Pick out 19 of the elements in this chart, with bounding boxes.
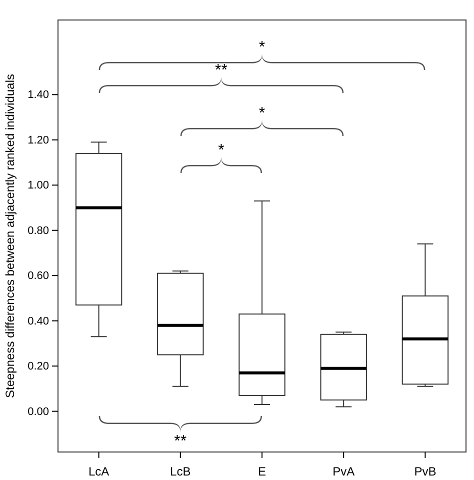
y-axis-title: Steepness differences between adjacently ranked individuals bbox=[3, 74, 17, 398]
x-tick-label: E bbox=[258, 464, 266, 478]
x-tick-label: LcA bbox=[88, 464, 110, 478]
y-tick-label: 1.40 bbox=[28, 89, 49, 102]
annotation: * bbox=[218, 142, 224, 159]
y-tick-label: 0.00 bbox=[28, 406, 49, 418]
annotation: * bbox=[258, 39, 266, 56]
x-tick-label: PvA bbox=[332, 464, 355, 478]
y-tick-label: 0.40 bbox=[28, 315, 49, 328]
y-tick-label: 1.00 bbox=[28, 180, 49, 192]
annotation: ** bbox=[174, 433, 187, 450]
y-tick-label: 0.80 bbox=[28, 224, 49, 237]
x-tick-label: LcB bbox=[170, 464, 191, 478]
y-tick-label: 1.20 bbox=[28, 134, 49, 146]
annotation: * bbox=[258, 105, 266, 122]
y-tick-label: 0.20 bbox=[28, 360, 49, 373]
x-tick-label: PvB bbox=[414, 464, 436, 478]
annotation: ** bbox=[214, 62, 228, 79]
y-tick-label: 0.60 bbox=[28, 270, 49, 282]
